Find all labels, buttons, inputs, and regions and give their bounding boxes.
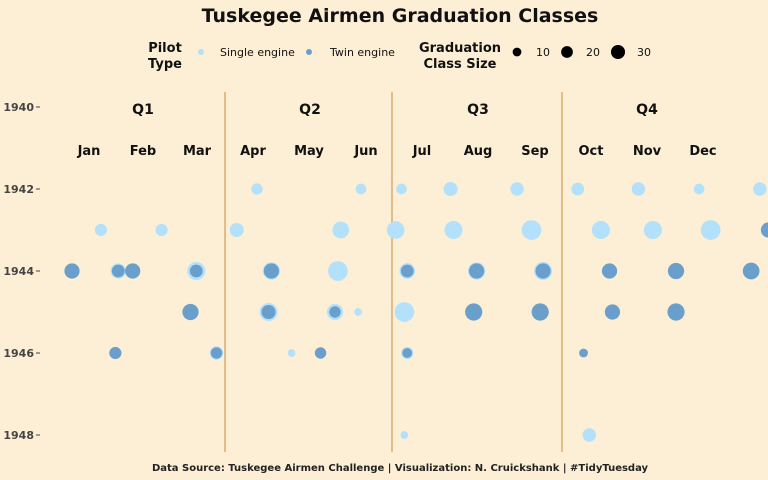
month-label-may: May bbox=[294, 144, 324, 159]
legend-pilot-type-title-line2: Type bbox=[148, 57, 182, 72]
legend-size-title: Graduation bbox=[419, 41, 501, 56]
data-point-single-17 bbox=[643, 220, 662, 240]
data-point-single-28 bbox=[328, 261, 348, 281]
month-label-aug: Aug bbox=[464, 144, 493, 159]
legend-size-key-30 bbox=[610, 44, 626, 60]
quarter-label-q2: Q2 bbox=[299, 102, 321, 118]
data-point-single-8 bbox=[753, 182, 767, 196]
quarter-dividers bbox=[224, 92, 563, 452]
data-point-single-58 bbox=[582, 428, 597, 442]
data-point-single-11 bbox=[229, 222, 244, 238]
data-point-twin-25 bbox=[189, 264, 203, 278]
legend-size-keys: 10 20 30 bbox=[512, 44, 651, 60]
data-point-single-12 bbox=[332, 221, 350, 239]
data-point-single-44 bbox=[394, 302, 415, 322]
legend: Pilot Type Single engine Twin engine Gra… bbox=[148, 41, 651, 72]
legend-size-key-10 bbox=[512, 47, 522, 57]
legend-size-title-line2: Class Size bbox=[424, 57, 497, 72]
data-point-twin-19 bbox=[760, 222, 768, 238]
data-point-twin-20 bbox=[64, 263, 80, 279]
data-point-twin-37 bbox=[742, 262, 760, 280]
data-point-single-0 bbox=[251, 183, 263, 195]
data-point-single-6 bbox=[631, 182, 646, 196]
data-point-single-43 bbox=[354, 308, 362, 316]
legend-size-label-10: 10 bbox=[536, 46, 550, 59]
data-point-twin-22 bbox=[111, 264, 125, 278]
data-point-twin-42 bbox=[329, 306, 341, 318]
chart-title: Tuskegee Airmen Graduation Classes bbox=[202, 5, 599, 27]
data-point-twin-27 bbox=[263, 263, 280, 279]
y-tick-label-1946: 1946 bbox=[3, 347, 34, 360]
data-point-single-9 bbox=[94, 223, 107, 237]
data-point-single-3 bbox=[443, 181, 458, 197]
data-point-twin-48 bbox=[667, 303, 685, 321]
data-point-single-15 bbox=[521, 220, 542, 240]
data-points bbox=[64, 181, 768, 442]
legend-single-engine-swatch bbox=[198, 49, 204, 55]
data-point-twin-35 bbox=[601, 263, 618, 279]
month-label-apr: Apr bbox=[240, 144, 266, 159]
legend-size-label-30: 30 bbox=[637, 46, 651, 59]
data-point-twin-34 bbox=[535, 263, 551, 279]
data-point-twin-23 bbox=[125, 263, 141, 279]
data-point-twin-56 bbox=[579, 348, 588, 358]
quarter-label-q1: Q1 bbox=[132, 102, 154, 118]
data-point-single-1 bbox=[355, 183, 367, 195]
data-point-twin-45 bbox=[465, 303, 483, 321]
month-label-sep: Sep bbox=[521, 144, 549, 159]
data-point-single-14 bbox=[444, 220, 463, 240]
legend-size-key-20 bbox=[561, 46, 573, 58]
data-point-twin-30 bbox=[400, 264, 414, 278]
data-point-twin-49 bbox=[109, 346, 122, 360]
data-point-twin-55 bbox=[402, 348, 413, 358]
data-point-twin-51 bbox=[210, 347, 223, 359]
month-label-mar: Mar bbox=[183, 144, 212, 159]
quarter-label-q4: Q4 bbox=[636, 102, 658, 118]
data-point-single-52 bbox=[287, 349, 296, 357]
data-point-twin-38 bbox=[182, 303, 199, 321]
data-point-single-4 bbox=[510, 182, 524, 196]
data-point-single-18 bbox=[700, 220, 721, 240]
legend-size-label-20: 20 bbox=[586, 46, 600, 59]
month-label-dec: Dec bbox=[689, 144, 716, 159]
data-point-twin-53 bbox=[314, 347, 327, 359]
data-point-twin-36 bbox=[667, 262, 685, 280]
y-axis: 1940 1942 1944 1946 1948 bbox=[3, 101, 40, 442]
month-label-jun: Jun bbox=[353, 144, 377, 159]
month-label-feb: Feb bbox=[130, 144, 156, 159]
data-point-twin-46 bbox=[531, 303, 549, 321]
month-label-jan: Jan bbox=[77, 144, 101, 159]
data-point-single-7 bbox=[693, 183, 705, 195]
data-point-twin-47 bbox=[604, 304, 621, 320]
y-tick-label-1948: 1948 bbox=[3, 429, 34, 442]
legend-twin-engine-swatch bbox=[306, 49, 312, 55]
data-point-single-57 bbox=[400, 431, 409, 439]
month-label-jul: Jul bbox=[412, 144, 432, 159]
quarter-label-q3: Q3 bbox=[467, 102, 489, 118]
y-tick-label-1942: 1942 bbox=[3, 183, 34, 196]
data-point-twin-32 bbox=[468, 263, 485, 279]
legend-pilot-type-title: Pilot bbox=[148, 41, 182, 56]
legend-twin-engine-label: Twin engine bbox=[329, 46, 395, 59]
data-point-single-2 bbox=[396, 183, 407, 195]
data-point-single-10 bbox=[155, 223, 168, 237]
quarter-labels: Q1 Q2 Q3 Q4 bbox=[132, 102, 658, 118]
chart-caption: Data Source: Tuskegee Airmen Challenge |… bbox=[152, 463, 649, 474]
data-point-single-5 bbox=[571, 182, 585, 196]
legend-single-engine-label: Single engine bbox=[220, 46, 295, 59]
y-tick-label-1944: 1944 bbox=[3, 265, 34, 278]
data-point-twin-40 bbox=[261, 304, 276, 320]
month-label-nov: Nov bbox=[633, 144, 662, 159]
month-label-oct: Oct bbox=[579, 144, 604, 159]
month-labels: Jan Feb Mar Apr May Jun Jul Aug Sep Oct Nov Dec bbox=[77, 144, 717, 159]
y-tick-label-1940: 1940 bbox=[3, 101, 34, 114]
data-point-single-13 bbox=[386, 221, 405, 239]
data-point-single-16 bbox=[591, 220, 610, 240]
